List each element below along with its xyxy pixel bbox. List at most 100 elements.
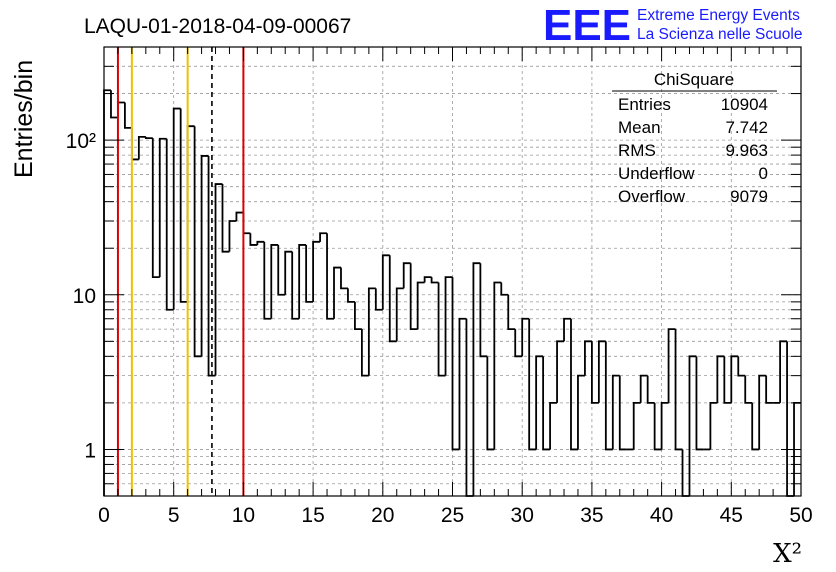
logo-line2: La Scienza nelle Scuole (637, 26, 802, 43)
stats-label: Underflow (618, 164, 695, 183)
histogram-bin (437, 282, 446, 377)
histogram-bin (430, 277, 439, 284)
histogram-bin (660, 401, 669, 450)
histogram-bin (451, 277, 460, 451)
histogram-bin (256, 240, 265, 245)
histogram-bin (151, 138, 160, 279)
histogram-bin (221, 184, 230, 253)
histogram-bin (186, 125, 195, 302)
x-tick-label: 45 (720, 504, 743, 527)
histogram-bin (653, 402, 662, 451)
histogram-bin (716, 355, 725, 403)
x-tick-label: 25 (441, 504, 464, 527)
histogram-bin (228, 220, 237, 252)
x-axis-label: X² (773, 539, 802, 569)
x-tick-label: 0 (98, 504, 110, 527)
histogram-bin (354, 301, 362, 330)
logo-eee-text: EEE (543, 1, 631, 50)
histogram-bin (200, 155, 209, 357)
histogram-bin (765, 375, 774, 404)
y-tick-label: 1 (84, 439, 96, 462)
histogram-bin (723, 356, 732, 404)
histogram-bin (479, 263, 488, 358)
histogram-bin (486, 356, 495, 451)
histogram-bin (110, 90, 118, 119)
eee-logo: EEE Extreme Energy Events La Scienza nel… (543, 1, 802, 50)
histogram-bin (528, 318, 537, 451)
y-tick-labels: 1 10 10² (66, 130, 96, 462)
histogram-bin (235, 211, 244, 221)
histogram-bin (270, 244, 279, 319)
histogram-bin (305, 244, 314, 303)
histogram-bin (639, 374, 648, 403)
histogram-bin (158, 137, 167, 278)
histogram-bin (402, 262, 411, 289)
histogram-bin (472, 262, 481, 496)
chart-title: LAQU-01-2018-04-09-00067 (84, 15, 351, 38)
stats-value: 10904 (721, 95, 768, 114)
histogram-bin (779, 340, 788, 403)
histogram-bin (632, 401, 641, 450)
histogram-bin (347, 288, 355, 303)
stats-box: ChiSquare Entries 10904 Mean 7.742 RMS 9.963 U… (612, 70, 777, 206)
histogram-bin (500, 282, 509, 296)
histogram-bin (709, 401, 718, 450)
histogram-bin (333, 266, 341, 319)
histogram-bin (549, 401, 558, 450)
histogram-bin (465, 318, 474, 497)
histogram-bin (124, 102, 132, 129)
histogram-bin (458, 317, 467, 450)
histogram-bin (409, 263, 418, 330)
x-tick-label: 50 (789, 504, 812, 527)
x-tick-label: 30 (511, 504, 534, 527)
x-tick-labels: 0 5 10 15 20 25 30 35 40 45 50 (98, 504, 813, 527)
stats-label: Mean (618, 118, 661, 137)
histogram-bin (695, 356, 704, 451)
histogram-bin (563, 317, 571, 342)
histogram-bin (130, 127, 139, 161)
reference-lines (116, 47, 245, 496)
histogram-bin (611, 374, 620, 450)
histogram-bin (326, 233, 335, 320)
histogram-bin (591, 341, 599, 404)
histogram-bin (730, 355, 739, 403)
y-tick-label: 10² (66, 130, 96, 153)
histogram-bin (507, 294, 516, 330)
histogram-bin (277, 244, 286, 296)
x-tick-label: 10 (232, 504, 255, 527)
histogram-bin (312, 240, 321, 302)
histogram-bin (367, 287, 376, 376)
histogram-bin (618, 375, 627, 451)
histogram-bin (444, 276, 453, 376)
stats-label: Entries (618, 95, 671, 114)
x-tick-label: 15 (301, 504, 324, 527)
histogram-bin (179, 108, 188, 303)
histogram-bin (758, 374, 767, 450)
histogram-bin (737, 356, 746, 377)
histogram-bin (103, 89, 111, 496)
histogram-bin (172, 107, 181, 310)
histogram-bin (688, 355, 697, 496)
stats-value: 9079 (730, 187, 768, 206)
histogram-bin (242, 212, 251, 235)
histogram-bin (646, 375, 655, 404)
histogram-bin (570, 318, 578, 451)
histogram-bin (751, 402, 760, 451)
histogram-bin (514, 329, 523, 358)
histogram-bin (542, 356, 551, 451)
stats-label: RMS (618, 141, 656, 160)
histogram-bin (340, 267, 348, 290)
histogram-bin (263, 241, 272, 320)
histogram-bin (388, 255, 397, 343)
x-tick-label: 20 (371, 504, 394, 527)
stats-value: 7.742 (725, 118, 768, 137)
histogram-bin (416, 281, 425, 330)
histogram-bin (667, 328, 676, 403)
histogram-bin (374, 288, 383, 311)
histogram-bin (291, 251, 300, 320)
stats-value: 0 (759, 164, 768, 183)
histogram-bin (144, 136, 153, 140)
histogram-bin (137, 135, 146, 160)
x-tick-label: 5 (168, 504, 180, 527)
axis-ticks (103, 47, 802, 496)
